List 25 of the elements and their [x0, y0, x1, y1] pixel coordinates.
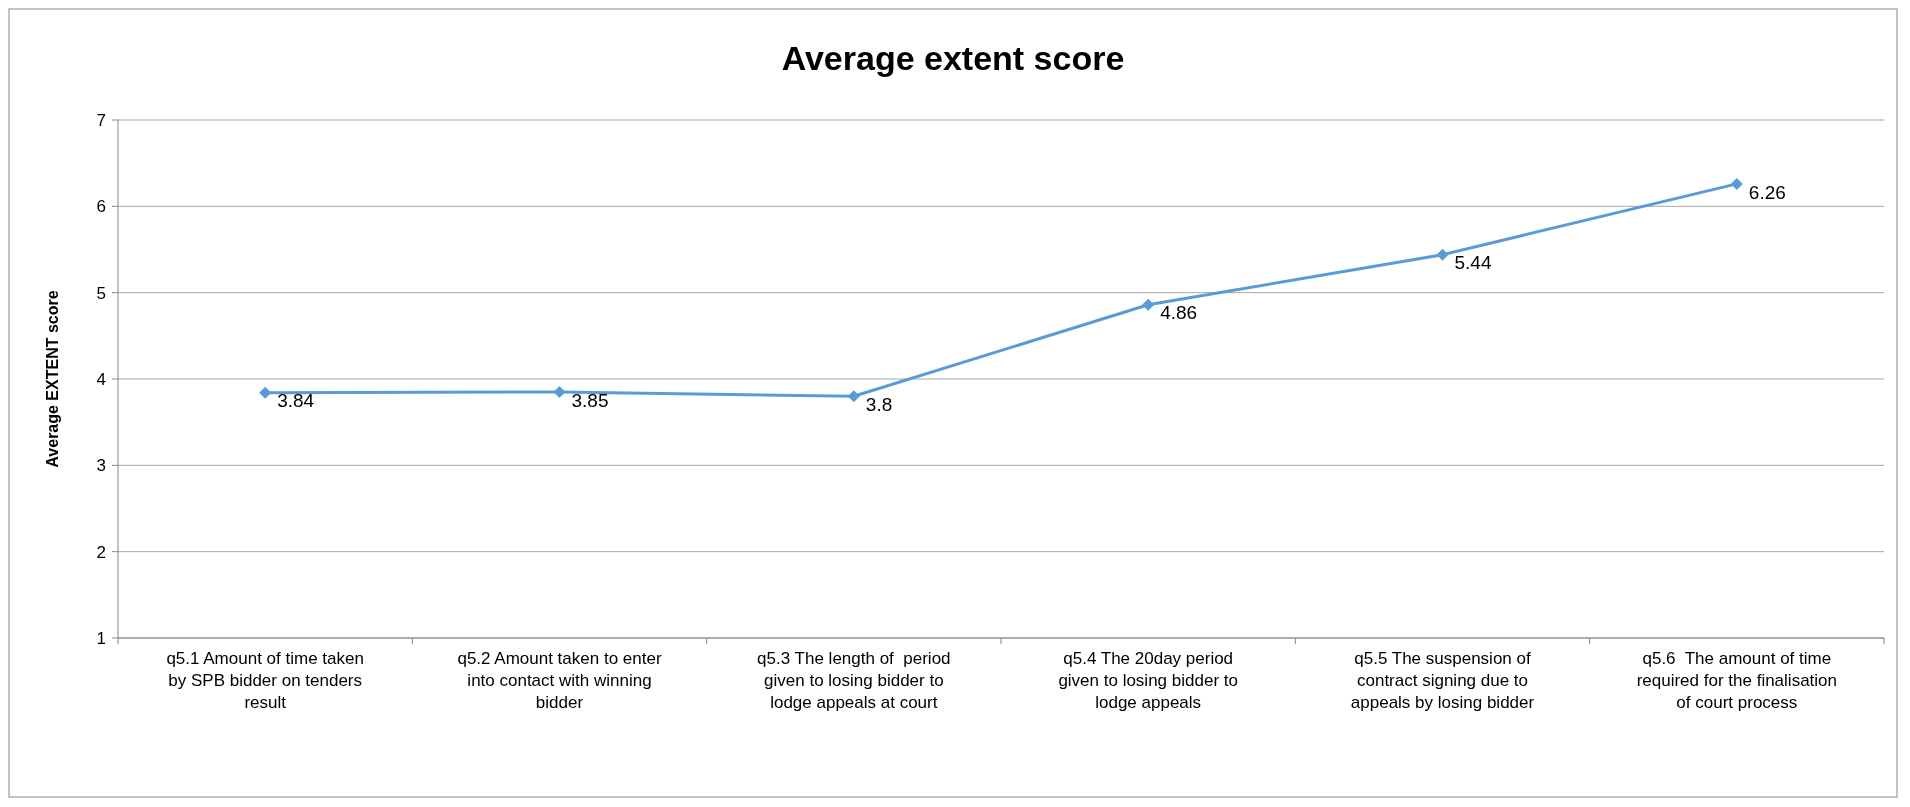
- data-label: 6.26: [1748, 181, 1786, 203]
- data-label: 3.84: [277, 390, 315, 412]
- data-label: 3.8: [865, 393, 893, 415]
- x-tick-label: q5.1 Amount of time taken by SPB bidder on tenders result: [166, 649, 364, 712]
- y-tick-label: 7: [96, 110, 106, 130]
- y-tick-label: 4: [96, 369, 106, 389]
- x-tick-label: q5.6 The amount of time required for the finalisation of court process: [1636, 649, 1838, 712]
- y-tick-label: 3: [96, 456, 106, 476]
- y-tick-label: 1: [96, 628, 106, 648]
- x-tick-label: q5.4 The 20day period given to losing bidder to lodge appeals: [1058, 649, 1238, 712]
- data-label: 5.44: [1454, 252, 1492, 274]
- y-tick-label: 6: [96, 197, 106, 217]
- point: [1436, 248, 1449, 261]
- point: [1730, 177, 1743, 190]
- point: [553, 385, 566, 398]
- x-tick-label: q5.5 The suspension of contract signing due to appeals by losing bidder: [1350, 649, 1535, 712]
- chart-title: Average extent score: [781, 39, 1125, 77]
- point: [1142, 298, 1155, 311]
- data-label: 3.85: [571, 389, 609, 411]
- y-tick-label: 5: [96, 283, 106, 303]
- y-tick-label: 2: [96, 542, 106, 562]
- data-label: 4.86: [1160, 302, 1198, 324]
- y-axis-title: Average EXTENT score: [44, 290, 61, 468]
- x-tick-label: q5.2 Amount taken to enter into contact with winning bidder: [457, 649, 662, 712]
- x-tick-label: q5.3 The length of period given to losing bidder to lodge appeals at court: [757, 649, 951, 712]
